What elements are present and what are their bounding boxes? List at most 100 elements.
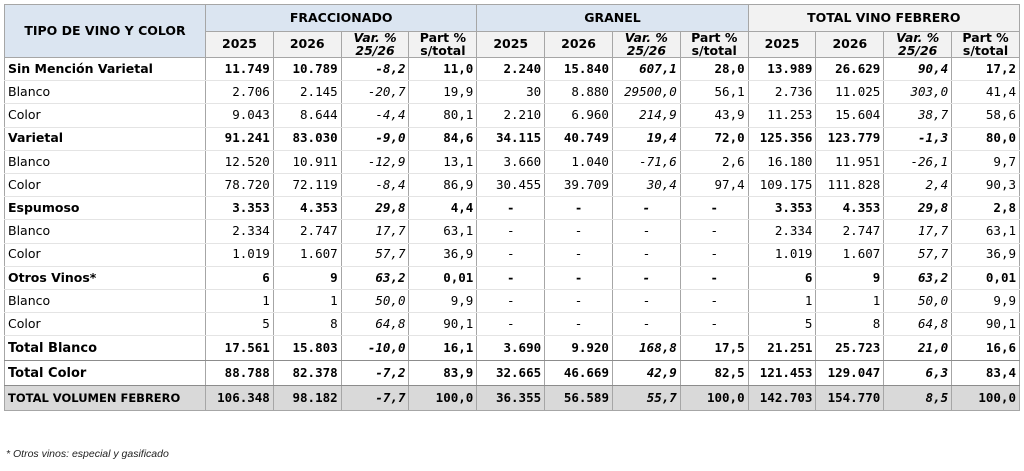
wine-volume-table: TIPO DE VINO Y COLOR FRACCIONADO GRANEL …: [4, 4, 1021, 412]
cell-total-var: 303,0: [883, 80, 953, 105]
cell-fracc-2025: 17.561: [205, 335, 274, 362]
cell-fracc-2025: 12.520: [205, 149, 274, 174]
cell-granel-2025: 2.240: [476, 56, 546, 82]
cell-granel-2026: 56.589: [544, 385, 613, 412]
sub-header-2025: 2025: [747, 31, 817, 58]
cell-fracc-2026: 1.607: [272, 242, 342, 267]
cell-granel-2026: 15.840: [544, 56, 613, 82]
cell-fracc-2025: 9.043: [205, 103, 274, 128]
sub-header-var: Var. % 25/26: [340, 31, 410, 58]
row-label: TOTAL VOLUMEN FEBRERO: [4, 385, 206, 412]
table-row: Varietal 91.241 83.030 -9,0 84,6 34.115 40.749…: [4, 126, 1020, 151]
cell-total-2025: 5: [747, 312, 817, 337]
cell-granel-part: 82,5: [679, 360, 749, 387]
cell-granel-var: 607,1: [611, 56, 681, 82]
cell-total-var: 38,7: [883, 103, 953, 128]
cell-granel-2026: 8.880: [544, 80, 613, 105]
table-row: Otros Vinos* 6 9 63,2 0,01- - - -6 9 63,2 0,01: [4, 265, 1020, 290]
cell-fracc-2025: 78.720: [205, 172, 274, 198]
cell-total-var: 90,4: [883, 56, 953, 82]
cell-fracc-var: -10,0: [340, 335, 410, 362]
cell-total-2026: 9: [815, 265, 885, 290]
row-label: Blanco: [4, 219, 206, 244]
row-label: Otros Vinos*: [4, 265, 206, 290]
cell-granel-2025: -: [476, 242, 546, 267]
sub-header-2026: 2026: [544, 31, 613, 58]
table-row: Color 1.019 1.607 57,7 36,9- - - -1.019 1.607 57,…: [4, 242, 1020, 267]
cell-granel-2026: 46.669: [544, 360, 613, 387]
sub-header-2025: 2025: [205, 31, 274, 58]
cell-fracc-2025: 5: [205, 312, 274, 337]
row-label: Sin Mención Varietal: [4, 56, 206, 82]
cell-granel-2025: 36.355: [476, 385, 546, 412]
table-row: Total Blanco 17.561 15.803 -10,0 16,1 3.690 9.…: [4, 335, 1020, 362]
cell-total-2026: 4.353: [815, 196, 885, 221]
cell-granel-var: 55,7: [611, 385, 681, 412]
group-header-granel: GRANEL: [476, 4, 749, 32]
cell-total-var: -1,3: [883, 126, 953, 151]
cell-total-2025: 21.251: [747, 335, 817, 362]
cell-total-2026: 123.779: [815, 126, 885, 151]
cell-fracc-var: 29,8: [340, 196, 410, 221]
cell-fracc-var: -8,2: [340, 56, 410, 82]
cell-fracc-2026: 72.119: [272, 172, 342, 198]
cell-total-2025: 1: [747, 288, 817, 314]
cell-fracc-part: 4,4: [408, 196, 478, 221]
sub-header-row: 2025 2026 Var. % 25/26 Part % s/total 2025…: [5, 31, 1020, 58]
table-row: Color 9.043 8.644 -4,4 80,1 2.210 6.960 214,9 43…: [4, 103, 1020, 128]
table-row: TOTAL VOLUMEN FEBRERO 106.348 98.182 -7,7 10…: [4, 385, 1020, 412]
cell-total-part: 9,9: [951, 288, 1020, 314]
cell-total-2025: 2.334: [747, 219, 817, 244]
table-row: Sin Mención Varietal 11.749 10.789 -8,2 11,0…: [4, 56, 1020, 82]
cell-granel-var: -: [611, 242, 681, 267]
cell-total-2026: 26.629: [815, 56, 885, 82]
cell-granel-2026: 40.749: [544, 126, 613, 151]
cell-fracc-2026: 2.747: [272, 219, 342, 244]
cell-fracc-part: 9,9: [408, 288, 478, 314]
cell-granel-2025: 32.665: [476, 360, 546, 387]
row-label: Total Blanco: [4, 335, 206, 362]
cell-fracc-var: -9,0: [340, 126, 410, 151]
cell-granel-var: -: [611, 196, 681, 221]
row-label: Color: [4, 312, 206, 337]
group-header-total: TOTAL VINO FEBRERO: [747, 4, 1021, 32]
cell-granel-2026: -: [544, 312, 613, 337]
cell-fracc-part: 36,9: [408, 242, 478, 267]
cell-total-2026: 15.604: [815, 103, 885, 128]
cell-total-2025: 6: [747, 265, 817, 290]
row-label: Color: [4, 242, 206, 267]
cell-total-part: 2,8: [951, 196, 1020, 221]
cell-granel-var: 19,4: [611, 126, 681, 151]
cell-total-part: 100,0: [951, 385, 1020, 412]
cell-total-var: 29,8: [883, 196, 953, 221]
cell-granel-part: 100,0: [679, 385, 749, 412]
cell-total-2026: 129.047: [815, 360, 885, 387]
sub-header-part: Part % s/total: [408, 31, 478, 58]
cell-fracc-part: 11,0: [408, 56, 478, 82]
cell-fracc-2025: 3.353: [205, 196, 274, 221]
cell-fracc-2026: 1: [272, 288, 342, 314]
cell-fracc-2025: 11.749: [205, 56, 274, 82]
cell-total-var: 50,0: [883, 288, 953, 314]
cell-total-2026: 1: [815, 288, 885, 314]
cell-fracc-var: 57,7: [340, 242, 410, 267]
group-header-fraccionado: FRACCIONADO: [204, 4, 478, 32]
cell-total-2025: 11.253: [747, 103, 817, 128]
cell-fracc-part: 80,1: [408, 103, 478, 128]
cell-total-part: 0,01: [951, 265, 1020, 290]
sub-header-var: Var. % 25/26: [883, 31, 953, 58]
cell-granel-var: -: [611, 288, 681, 314]
cell-total-2026: 11.951: [815, 149, 885, 174]
cell-granel-2025: 3.690: [476, 335, 546, 362]
cell-granel-part: -: [679, 312, 749, 337]
cell-fracc-2025: 106.348: [205, 385, 274, 412]
sub-header-2025: 2025: [476, 31, 546, 58]
cell-granel-2025: 3.660: [476, 149, 546, 174]
cell-total-var: 17,7: [883, 219, 953, 244]
row-label: Blanco: [4, 149, 206, 174]
sub-header-part: Part % s/total: [679, 31, 749, 58]
cell-granel-2025: 2.210: [476, 103, 546, 128]
row-label: Color: [4, 172, 206, 198]
cell-granel-2026: 9.920: [544, 335, 613, 362]
row-label: Blanco: [4, 288, 206, 314]
